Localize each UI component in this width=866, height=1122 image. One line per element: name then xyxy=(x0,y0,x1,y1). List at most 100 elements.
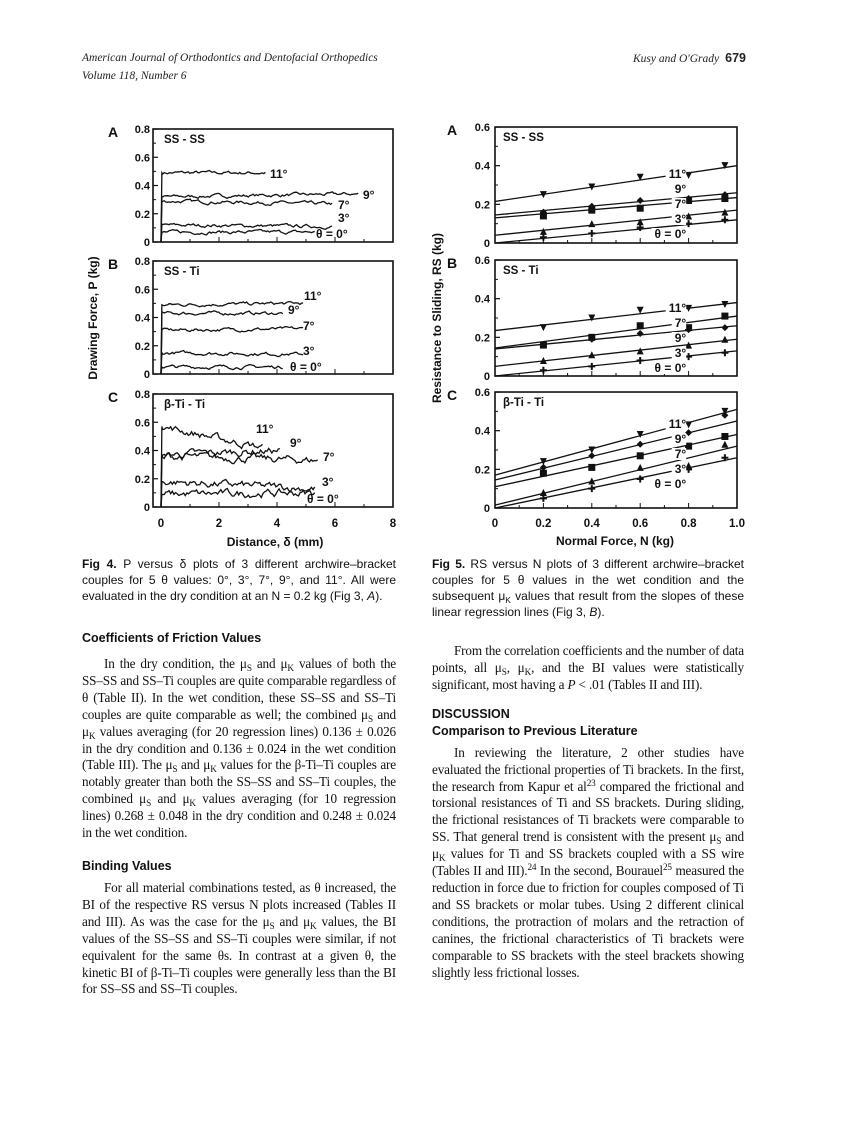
series-label: θ = 0° xyxy=(655,227,687,241)
regression-line xyxy=(494,420,738,481)
series-label: 9° xyxy=(288,303,300,317)
y-tick-label: 0.4 xyxy=(475,426,491,438)
series-label: 3° xyxy=(675,346,687,360)
marker-triangle-down xyxy=(636,431,644,439)
text-run: compared the frictional and torsional re… xyxy=(432,778,744,845)
label-backdrop xyxy=(651,362,687,374)
marker-triangle-down xyxy=(539,191,547,199)
text-run: ). xyxy=(375,589,383,603)
marker-diamond xyxy=(539,341,547,349)
x-tick-label: 0.2 xyxy=(535,518,551,530)
y-tick-label: 0.2 xyxy=(475,464,490,476)
marker-triangle-down xyxy=(588,446,596,454)
authors: Kusy and O'Grady xyxy=(632,53,720,65)
y-tick-label: 0.4 xyxy=(135,181,151,193)
y-tick-label: 0.6 xyxy=(475,255,490,267)
label-backdrop xyxy=(671,433,687,445)
paragraph-literature: In reviewing the literature, 2 other stu… xyxy=(432,745,744,982)
x-tick-label: 8 xyxy=(390,518,397,530)
panel-title: SS - Ti xyxy=(164,266,200,278)
panel-title: SS - Ti xyxy=(503,265,539,277)
regression-line xyxy=(494,209,738,236)
y-tick-label: 0.6 xyxy=(135,284,150,296)
marker-triangle-down xyxy=(588,183,596,191)
subscript: K xyxy=(310,920,317,931)
panel-title: SS - SS xyxy=(503,132,544,144)
marker-triangle-down xyxy=(721,162,729,170)
marker-square xyxy=(721,312,729,320)
subscript: K xyxy=(438,853,446,864)
x-tick-label: 4 xyxy=(274,518,281,530)
subscript: S xyxy=(716,836,722,847)
series-labels: 11°9°7°3°θ = 0° xyxy=(651,167,687,241)
label-backdrop xyxy=(671,347,687,359)
subscript: K xyxy=(524,666,532,677)
x-tick-label: 0 xyxy=(158,518,164,530)
x-axis-label: Normal Force, N (kg) xyxy=(556,534,674,548)
marker-triangle-down xyxy=(539,458,547,466)
fig5-panel-C: 0 0.2 0.4 0.6 C β-Ti - Ti 11°9°7°3°θ = 0° 0 0.2 0… xyxy=(447,387,745,530)
marker-plus xyxy=(588,229,596,237)
y-tick-label: 0.8 xyxy=(135,256,150,268)
label-backdrop xyxy=(671,463,687,475)
marker-triangle-down xyxy=(685,421,693,429)
marker-triangle-down xyxy=(721,407,729,415)
y-tick-label: 0.2 xyxy=(135,341,150,353)
subscript: K xyxy=(88,730,96,741)
panel-title: SS - SS xyxy=(164,134,205,146)
regression-line xyxy=(494,301,738,332)
section-heading-comparison: Comparison to Previous Literature xyxy=(432,723,638,738)
marker-plus xyxy=(588,485,596,493)
series-label: 11° xyxy=(669,301,687,315)
marker-plus xyxy=(636,224,644,232)
series-label: 7° xyxy=(675,197,687,211)
text-run: In reviewing the literature, 2 other stu… xyxy=(432,744,744,794)
y-tick-label: 0.6 xyxy=(475,122,490,134)
label-backdrop xyxy=(651,478,687,490)
text-run: In the second, Bourauel xyxy=(536,863,663,879)
paragraph-significance: From the correlation coefficients and th… xyxy=(432,643,744,694)
panel-letter: C xyxy=(447,387,457,403)
text-run: values for the β-Ti–Ti couples are notab… xyxy=(82,757,396,807)
reference-superscript: 25 xyxy=(662,862,672,873)
y-axis-label: Drawing Force, P (kg) xyxy=(86,256,100,379)
fig4-panel-B: 0 0.2 0.4 0.6 0.8 B SS - Ti 11° 9°7° 3° θ = 0° xyxy=(108,256,394,381)
series-label: θ = 0° xyxy=(307,492,339,506)
marker-square xyxy=(539,469,547,477)
series-label: 9° xyxy=(675,331,687,345)
trace-11deg xyxy=(160,425,263,508)
marker-triangle-down xyxy=(685,304,693,312)
marker-plus xyxy=(685,465,693,473)
y-tick-label: 0.2 xyxy=(475,199,490,211)
trace-0deg xyxy=(160,364,283,375)
series-label: 3° xyxy=(322,475,334,489)
marker-diamond xyxy=(685,429,693,437)
series-label: 7° xyxy=(323,450,335,464)
marker-plus xyxy=(539,233,547,241)
panel-title: β-Ti - Ti xyxy=(503,397,544,409)
text-run: values of both the SS–SS and SS–Ti coupl… xyxy=(82,656,397,722)
regression-line xyxy=(494,219,738,244)
marker-triangle-down xyxy=(636,306,644,314)
text-run: From the correlation coefficients and th… xyxy=(432,643,744,675)
series-label: 3° xyxy=(675,212,687,226)
text-run: values, the BI values of the SS–SS and S… xyxy=(82,913,396,997)
panel-letter: B xyxy=(447,255,457,271)
emphasis: A xyxy=(367,589,376,603)
marker-plus xyxy=(685,220,693,228)
marker-diamond xyxy=(721,411,729,419)
trace-0deg xyxy=(160,228,315,243)
paragraph-coefficients: In the dry condition, the μS and μK valu… xyxy=(82,656,396,842)
marker-triangle-up xyxy=(636,463,644,471)
fig4-caption: Fig 4. P versus δ plots of 3 different a… xyxy=(82,556,396,604)
text-run: P versus δ plots of 3 different archwire… xyxy=(82,557,396,603)
series-label: 11° xyxy=(669,167,687,181)
plot-frame xyxy=(494,259,738,377)
series-label: 7° xyxy=(675,447,687,461)
regression-lines xyxy=(494,300,738,377)
paragraph-binding: For all material combinations tested, as… xyxy=(82,880,396,998)
x-tick-label: 0 xyxy=(492,518,498,530)
label-backdrop xyxy=(651,228,687,240)
y-tick-label: 0 xyxy=(144,237,150,249)
